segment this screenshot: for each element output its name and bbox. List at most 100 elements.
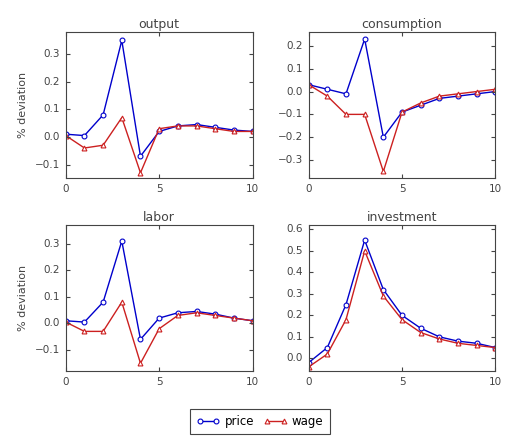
wage <box>212 313 218 318</box>
wage <box>399 317 405 323</box>
wage <box>380 169 386 174</box>
wage <box>436 336 443 341</box>
price <box>343 91 349 96</box>
price <box>137 154 144 159</box>
price <box>492 345 499 350</box>
wage <box>119 115 125 120</box>
wage <box>492 345 499 350</box>
wage <box>324 352 330 357</box>
wage <box>193 123 200 128</box>
Y-axis label: % deviation: % deviation <box>18 265 28 331</box>
price <box>231 128 237 133</box>
wage <box>324 93 330 99</box>
wage <box>436 93 443 99</box>
price <box>361 238 368 243</box>
price <box>193 309 200 314</box>
wage <box>81 145 87 150</box>
price <box>418 103 424 108</box>
wage <box>305 82 311 87</box>
price <box>324 87 330 92</box>
price <box>250 129 256 134</box>
price <box>455 338 461 344</box>
price <box>175 123 181 128</box>
price <box>231 315 237 321</box>
price <box>474 341 480 346</box>
Title: investment: investment <box>367 211 437 224</box>
price <box>175 310 181 315</box>
price <box>119 38 125 43</box>
price <box>380 135 386 140</box>
wage <box>62 133 69 138</box>
Title: labor: labor <box>143 211 175 224</box>
price <box>399 110 405 115</box>
price <box>156 315 162 321</box>
price <box>343 302 349 307</box>
price <box>81 319 87 325</box>
wage <box>62 319 69 325</box>
price <box>436 96 443 101</box>
wage <box>100 329 106 334</box>
wage <box>361 248 368 253</box>
price <box>100 112 106 117</box>
wage <box>231 129 237 134</box>
wage <box>137 170 144 176</box>
wage <box>156 126 162 131</box>
wage <box>119 300 125 305</box>
wage <box>418 330 424 335</box>
wage <box>231 315 237 321</box>
wage <box>156 326 162 331</box>
price <box>100 300 106 305</box>
wage <box>250 129 256 134</box>
wage <box>100 143 106 148</box>
price <box>399 313 405 318</box>
price <box>455 93 461 99</box>
wage <box>418 100 424 106</box>
price <box>81 133 87 138</box>
price <box>305 82 311 87</box>
price <box>156 129 162 134</box>
Line: price: price <box>63 38 255 159</box>
price <box>324 345 330 350</box>
wage <box>250 318 256 323</box>
wage <box>455 91 461 96</box>
wage <box>343 317 349 323</box>
wage <box>193 310 200 315</box>
wage <box>492 87 499 92</box>
Line: wage: wage <box>306 249 498 369</box>
price <box>474 91 480 96</box>
Line: price: price <box>63 238 255 342</box>
wage <box>175 313 181 318</box>
Title: consumption: consumption <box>361 18 443 31</box>
price <box>436 334 443 340</box>
price <box>193 122 200 127</box>
price <box>62 318 69 323</box>
price <box>361 37 368 42</box>
price <box>492 89 499 94</box>
price <box>418 326 424 331</box>
wage <box>305 364 311 370</box>
wage <box>175 123 181 128</box>
wage <box>380 293 386 299</box>
wage <box>474 89 480 94</box>
price <box>212 125 218 130</box>
price <box>212 312 218 317</box>
wage <box>455 341 461 346</box>
wage <box>399 110 405 115</box>
wage <box>343 112 349 117</box>
Line: wage: wage <box>63 300 255 366</box>
wage <box>81 329 87 334</box>
price <box>250 318 256 323</box>
price <box>137 337 144 342</box>
wage <box>474 343 480 348</box>
price <box>305 360 311 365</box>
Y-axis label: % deviation: % deviation <box>18 72 28 138</box>
Line: price: price <box>306 238 498 365</box>
price <box>119 238 125 244</box>
price <box>380 287 386 292</box>
Line: wage: wage <box>63 115 255 175</box>
Line: wage: wage <box>306 82 498 174</box>
wage <box>212 126 218 131</box>
wage <box>137 361 144 366</box>
Line: price: price <box>306 37 498 139</box>
wage <box>361 112 368 117</box>
